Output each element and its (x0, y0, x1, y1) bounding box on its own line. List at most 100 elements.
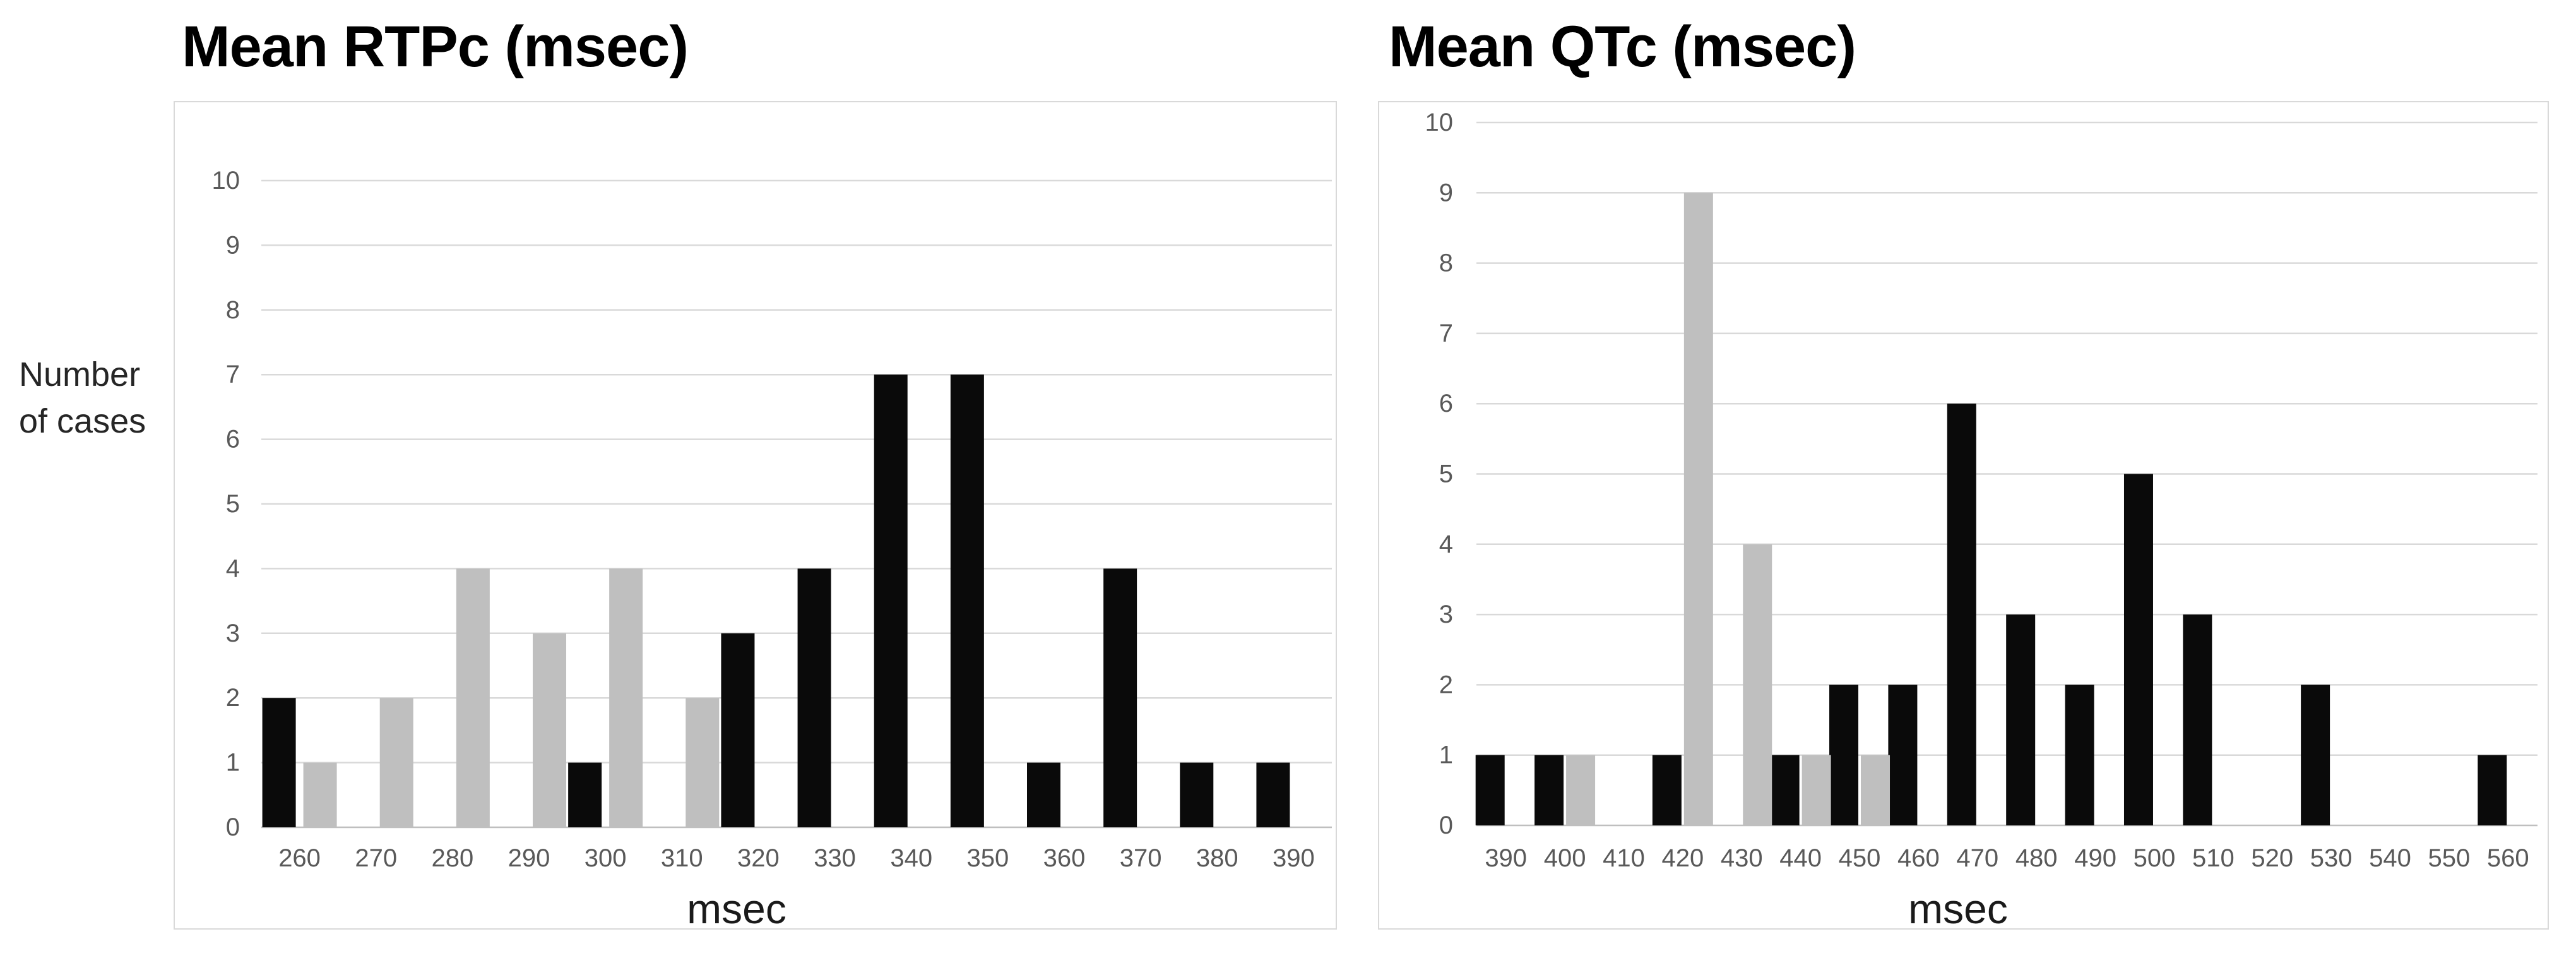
bars-gray (1566, 193, 1890, 825)
x-tick-label: 510 (2192, 844, 2235, 872)
y-tick-labels: 0 1 2 3 4 5 6 7 8 9 10 (1425, 109, 1454, 839)
bar-gray-400 (1566, 755, 1596, 825)
x-tick-label: 360 (1043, 844, 1086, 872)
bar-black-350 (950, 374, 984, 827)
x-tick-label: 300 (585, 844, 627, 872)
bar-black-560 (2478, 755, 2507, 825)
bar-black-530 (2301, 685, 2330, 825)
bar-black-340 (874, 374, 908, 827)
qtc-chart-svg: 0 1 2 3 4 5 6 7 8 9 10 390 400 410 420 430 440 450 460 470 4… (1425, 109, 2537, 931)
bar-black-480 (2006, 614, 2036, 825)
y-tick-label: 10 (212, 167, 240, 195)
y-tick-label: 7 (1439, 320, 1453, 347)
x-tick-label: 420 (1661, 844, 1704, 872)
y-tick-label: 2 (1439, 671, 1453, 698)
y-axis-title: Number of cases (19, 351, 146, 445)
bar-gray-260 (303, 762, 337, 827)
qtc-chart-plot-box: 0 1 2 3 4 5 6 7 8 9 10 390 400 410 420 430 440 450 460 470 4… (1378, 101, 2549, 931)
bars-black (262, 374, 1290, 827)
y-tick-label: 4 (226, 554, 240, 582)
x-tick-label: 500 (2134, 844, 2176, 872)
bar-black-420 (1652, 755, 1682, 825)
x-tick-label: 320 (737, 844, 780, 872)
bar-black-370 (1103, 568, 1137, 827)
bar-gray-430 (1743, 544, 1772, 825)
x-tick-label: 330 (814, 844, 856, 872)
bar-black-390 (1475, 755, 1505, 825)
y-tick-label: 4 (1439, 530, 1453, 558)
y-tick-label: 8 (1439, 249, 1453, 277)
y-tick-label: 1 (226, 749, 240, 777)
bars-gray (303, 568, 720, 827)
x-tick-label: 290 (508, 844, 550, 872)
x-tick-label: 550 (2428, 844, 2471, 872)
bar-gray-450 (1861, 755, 1890, 825)
x-tick-label: 490 (2074, 844, 2116, 872)
y-tick-label: 8 (226, 296, 240, 324)
bar-black-300 (568, 762, 602, 827)
x-tick-label: 370 (1120, 844, 1162, 872)
gridlines (261, 179, 1332, 829)
rtpc-chart-svg: 0 1 2 3 4 5 6 7 8 9 10 260 270 280 290 300 310 320 330 340 3… (212, 167, 1332, 931)
bar-black-380 (1180, 762, 1214, 827)
y-tick-label: 5 (1439, 460, 1453, 488)
bars-black (1475, 404, 2507, 825)
x-tick-label: 280 (431, 844, 473, 872)
y-tick-label: 6 (226, 426, 240, 453)
y-tick-label: 2 (226, 684, 240, 712)
bar-black-460 (1888, 685, 1918, 825)
x-tick-label: 430 (1721, 844, 1763, 872)
x-tick-label: 480 (2015, 844, 2058, 872)
qtc-chart-title: Mean QTc (msec) (1389, 15, 1856, 79)
bar-black-400 (1534, 755, 1564, 825)
x-tick-labels: 260 270 280 290 300 310 320 330 340 350 360 370 380 3… (278, 844, 1315, 872)
y-axis-title-line1: Number (19, 356, 141, 393)
bar-black-470 (1947, 404, 1976, 825)
x-tick-label: 520 (2251, 844, 2293, 872)
x-tick-label: 460 (1897, 844, 1940, 872)
bar-black-260 (262, 698, 296, 827)
bar-gray-440 (1801, 755, 1831, 825)
y-tick-label: 0 (226, 813, 240, 841)
x-axis-title: msec (1908, 885, 2008, 931)
x-tick-label: 470 (1956, 844, 1998, 872)
bar-gray-270 (379, 698, 413, 827)
y-tick-label: 1 (1439, 741, 1453, 769)
bar-gray-420 (1683, 193, 1713, 825)
x-tick-label: 410 (1603, 844, 1645, 872)
bar-black-440 (1770, 755, 1800, 825)
bar-black-500 (2123, 474, 2153, 825)
x-axis-title: msec (687, 885, 786, 931)
y-tick-label: 7 (226, 361, 240, 388)
x-tick-label: 390 (1273, 844, 1315, 872)
x-tick-label: 450 (1839, 844, 1881, 872)
y-tick-label: 3 (226, 620, 240, 647)
bar-black-450 (1829, 685, 1859, 825)
y-tick-label: 5 (226, 490, 240, 518)
bar-black-360 (1027, 762, 1060, 827)
x-tick-label: 400 (1544, 844, 1586, 872)
y-tick-label: 9 (226, 231, 240, 259)
bar-black-490 (2065, 685, 2094, 825)
x-tick-label: 340 (890, 844, 932, 872)
rtpc-chart-title: Mean RTPc (msec) (182, 15, 689, 79)
x-tick-label: 530 (2310, 844, 2353, 872)
bar-black-330 (797, 568, 831, 827)
x-tick-label: 260 (278, 844, 321, 872)
bar-gray-280 (456, 568, 490, 827)
bar-black-390 (1256, 762, 1290, 827)
bar-black-320 (721, 633, 755, 827)
bar-gray-310 (686, 698, 720, 827)
bar-gray-300 (609, 568, 643, 827)
bar-gray-290 (533, 633, 566, 827)
x-tick-label: 440 (1779, 844, 1822, 872)
x-tick-label: 270 (355, 844, 397, 872)
y-axis-title-line2: of cases (19, 402, 146, 440)
y-tick-label: 9 (1439, 179, 1453, 207)
x-tick-label: 390 (1485, 844, 1527, 872)
x-tick-label: 560 (2487, 844, 2529, 872)
y-tick-label: 3 (1439, 601, 1453, 628)
y-tick-label: 0 (1439, 811, 1453, 839)
x-tick-label: 310 (661, 844, 703, 872)
